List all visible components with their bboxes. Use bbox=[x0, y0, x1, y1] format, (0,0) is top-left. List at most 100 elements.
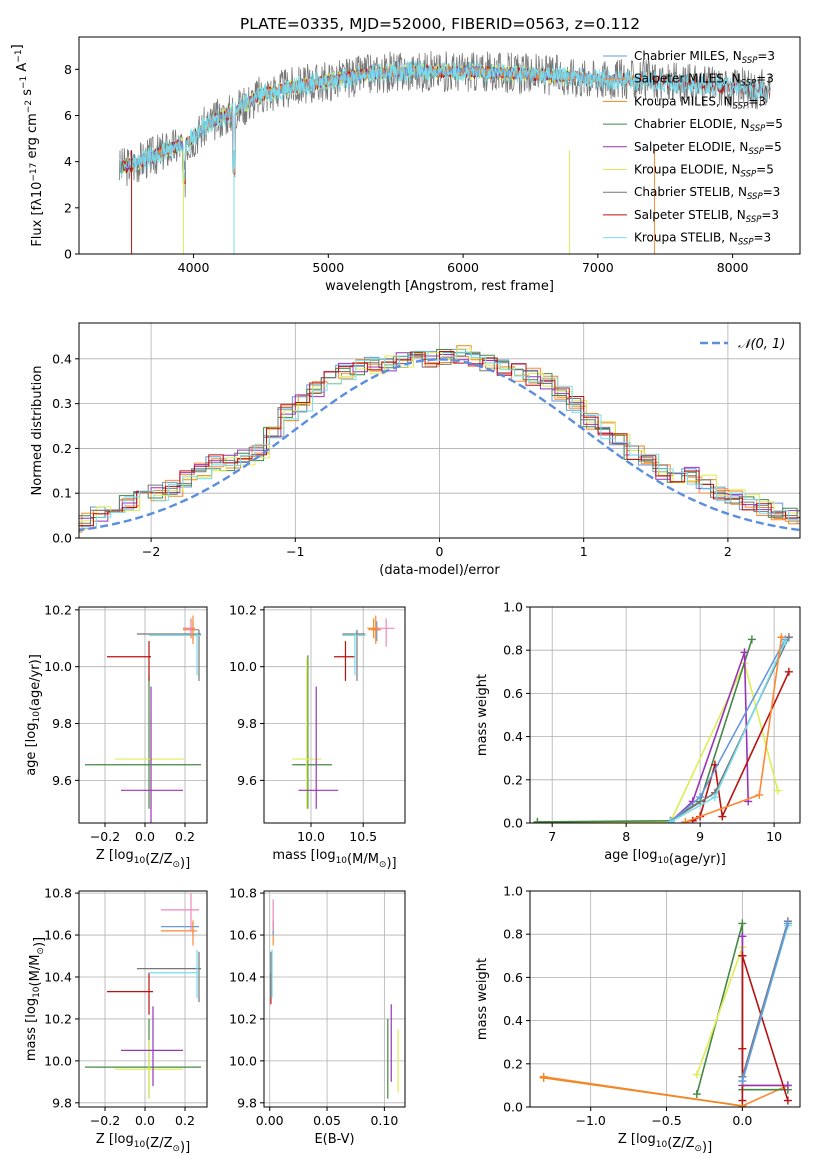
axes-frame bbox=[78, 890, 208, 1108]
y-tick-label: 6 bbox=[64, 108, 72, 123]
y-tick-label: 0.8 bbox=[503, 927, 523, 942]
y-tick-label: 10.0 bbox=[44, 659, 72, 674]
x-tick-label: 10 bbox=[766, 829, 782, 844]
histogram-step bbox=[79, 348, 800, 523]
y-tick-label: 0.2 bbox=[503, 1056, 523, 1071]
weight-marker bbox=[710, 793, 719, 802]
legend-label: Chabrier MILES, NSSP=3 bbox=[634, 49, 775, 66]
x-tick-label: −0.5 bbox=[651, 1113, 681, 1128]
x-axis-label: (data-model)/error bbox=[379, 563, 500, 578]
x-tick-label: −0.2 bbox=[90, 829, 120, 844]
plot-area-mass_weight_vs_age bbox=[533, 633, 793, 823]
plot-area-age_vs_Z bbox=[85, 615, 201, 823]
y-tick-label: 0.2 bbox=[503, 772, 523, 787]
y-tick-label: 2 bbox=[64, 200, 72, 215]
y-tick-label: 10.2 bbox=[44, 1011, 72, 1026]
y-tick-label: 9.8 bbox=[237, 716, 257, 731]
weight-line bbox=[543, 1076, 789, 1107]
plot-area-spectrum bbox=[119, 51, 771, 254]
legend-label: Chabrier STELIB, NSSP=3 bbox=[634, 185, 780, 202]
y-tick-label: 1.0 bbox=[503, 884, 523, 899]
weight-marker bbox=[755, 790, 764, 799]
normal-curve bbox=[79, 358, 800, 532]
axes-age_vs_Z: −0.2 0.0 0.2 9.6 9.8 10.0 10.2 Z [log10(Z/Z⊙)] a… bbox=[24, 602, 208, 871]
y-tick-label: 0.2 bbox=[52, 441, 72, 456]
y-tick-label: 10.0 bbox=[44, 1053, 72, 1068]
y-tick-label: 9.8 bbox=[237, 1095, 257, 1110]
y-tick-label: 0 bbox=[64, 247, 72, 262]
plot-area-mass_weight_vs_Z bbox=[539, 917, 792, 1107]
axes-mass_weight_vs_Z: −1.0 −0.5 0.0 0.0 0.2 0.4 0.6 0.8 1.0 Z [log10(Z/… bbox=[475, 884, 801, 1155]
weight-line bbox=[537, 660, 779, 823]
y-axis-label: Flux [fλ10−17 erg cm−2 s−1 A−1] bbox=[10, 44, 45, 246]
x-tick-label: −2 bbox=[142, 544, 160, 559]
x-axis-label: age [log10(age/yr)] bbox=[604, 848, 726, 867]
x-tick-label: 8 bbox=[622, 829, 630, 844]
axes-spectrum: 4000 5000 6000 7000 8000 0 2 4 6 8 wavelength [Ang… bbox=[10, 36, 801, 294]
weight-line bbox=[741, 936, 788, 1087]
x-tick-label: 0.0 bbox=[732, 1113, 752, 1128]
weight-line bbox=[741, 923, 789, 1082]
weight-marker bbox=[692, 1090, 701, 1099]
legend-label: Salpeter STELIB, NSSP=3 bbox=[634, 208, 779, 225]
x-tick-label: 0 bbox=[436, 544, 444, 559]
axes-mass_vs_ebv: 0.00 0.05 0.10 9.8 10.0 10.2 10.4 10.6 10.8 E(B-V… bbox=[229, 886, 406, 1147]
y-axis-label: mass weight bbox=[475, 958, 490, 1040]
weight-marker bbox=[738, 932, 747, 941]
axes-frame bbox=[263, 890, 406, 1108]
weight-marker bbox=[718, 812, 727, 821]
y-tick-label: 9.8 bbox=[52, 1095, 72, 1110]
y-axis-label: mass [log10(M/M⊙)] bbox=[24, 937, 47, 1061]
weight-marker bbox=[696, 793, 705, 802]
y-tick-label: 10.8 bbox=[44, 886, 72, 901]
weight-marker bbox=[783, 1081, 792, 1090]
x-tick-label: 9 bbox=[696, 829, 704, 844]
plot-area-residuals bbox=[79, 345, 800, 533]
legend-label: Kroupa ELODIE, NSSP=5 bbox=[634, 163, 774, 180]
y-tick-label: 0.4 bbox=[503, 1013, 523, 1028]
plot-area-mass_vs_ebv bbox=[270, 899, 399, 1099]
y-tick-label: 9.6 bbox=[237, 773, 257, 788]
x-tick-label: 0.2 bbox=[175, 829, 195, 844]
axes-residuals: −2 −1 0 1 2 0.0 0.1 0.2 0.3 0.4 (data-model)/error… bbox=[30, 322, 801, 578]
y-tick-label: 10.2 bbox=[229, 1011, 257, 1026]
y-tick-label: 0.1 bbox=[52, 486, 72, 501]
y-tick-label: 0.0 bbox=[52, 531, 72, 546]
y-tick-label: 0.6 bbox=[503, 970, 523, 985]
y-tick-label: 0.0 bbox=[503, 1100, 523, 1115]
weight-marker bbox=[738, 1096, 747, 1105]
y-tick-label: 9.8 bbox=[52, 716, 72, 731]
x-axis-label: wavelength [Angstrom, rest frame] bbox=[325, 279, 554, 294]
weight-marker bbox=[740, 648, 749, 657]
weight-marker bbox=[666, 817, 675, 823]
y-tick-label: 4 bbox=[64, 154, 72, 169]
y-axis-label: age [log10(age/yr)] bbox=[24, 654, 43, 776]
weight-marker bbox=[738, 1077, 747, 1086]
legend-label: Chabrier ELODIE, NSSP=5 bbox=[634, 117, 783, 134]
y-tick-label: 0.4 bbox=[503, 729, 523, 744]
y-tick-label: 0.3 bbox=[52, 396, 72, 411]
x-tick-label: 0.0 bbox=[135, 829, 155, 844]
y-tick-label: 0.8 bbox=[503, 643, 523, 658]
x-axis-label: Z [log10(Z/Z⊙)] bbox=[96, 1132, 190, 1155]
x-tick-label: −1.0 bbox=[575, 1113, 605, 1128]
histogram-step bbox=[79, 356, 800, 530]
y-tick-label: 10.8 bbox=[229, 886, 257, 901]
x-tick-label: 5000 bbox=[312, 260, 344, 275]
legend-label: Salpeter MILES, NSSP=3 bbox=[634, 72, 774, 89]
axes-mass_vs_Z: −0.2 0.0 0.2 9.8 10.0 10.2 10.4 10.6 10.8 Z [log1… bbox=[24, 886, 208, 1155]
y-tick-label: 10.2 bbox=[229, 602, 257, 617]
weight-line bbox=[543, 1077, 743, 1107]
x-tick-label: 6000 bbox=[447, 260, 479, 275]
y-tick-label: 0.0 bbox=[503, 816, 523, 831]
y-tick-label: 10.0 bbox=[229, 659, 257, 674]
x-tick-label: 10.5 bbox=[349, 829, 377, 844]
x-axis-label: E(B-V) bbox=[314, 1132, 354, 1147]
x-tick-label: 0.10 bbox=[370, 1113, 398, 1128]
x-axis-label: Z [log10(Z/Z⊙)] bbox=[96, 848, 190, 871]
y-tick-label: 9.6 bbox=[52, 773, 72, 788]
x-axis-label: mass [log10(M/M⊙)] bbox=[272, 848, 396, 871]
axes-frame bbox=[78, 606, 208, 824]
weight-marker bbox=[738, 1044, 747, 1053]
weight-marker bbox=[747, 635, 756, 644]
